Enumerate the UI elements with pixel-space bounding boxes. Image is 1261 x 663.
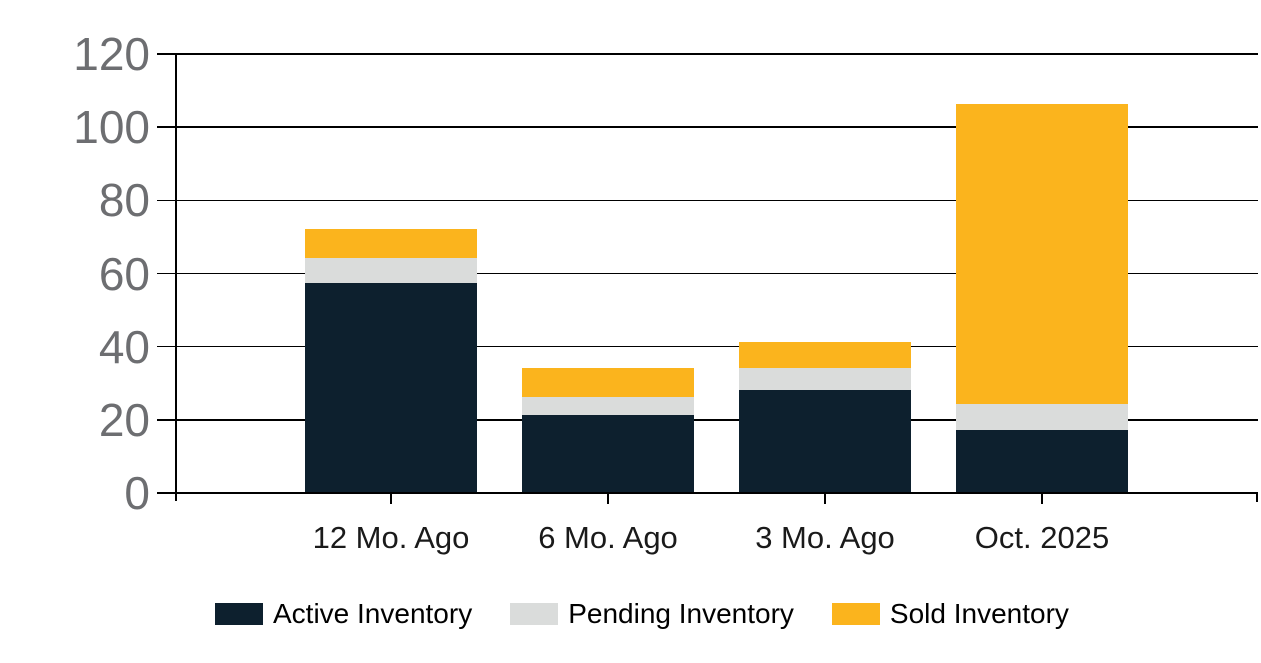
legend-swatch-icon [215,603,263,625]
x-tick-label-0: 12 Mo. Ago [312,520,470,555]
bar-segment-pending-inventory[interactable] [305,257,477,284]
gridline-y-20 [157,419,1258,421]
x-tick-label-3: Oct. 2025 [974,520,1110,555]
legend-label: Sold Inventory [889,598,1069,629]
gridline-y-80 [157,199,1258,202]
y-tick-label-80: 80 [98,174,150,227]
x-axis-tick-0 [390,493,392,504]
bar-segment-active-inventory[interactable] [305,283,477,492]
x-axis-tick-3 [1041,493,1043,504]
y-tick-label-0: 0 [124,467,150,519]
chart-legend: Active Inventory Pending Inventory Sold In… [215,598,1069,630]
bar-segment-active-inventory[interactable] [739,389,911,492]
plot-area [157,53,1258,504]
x-axis-tick-2 [824,493,826,504]
bar-segment-sold-inventory[interactable] [956,104,1128,405]
legend-item-pending-inventory: Pending Inventory [510,598,794,630]
bar-12-mo-ago[interactable] [305,228,477,492]
y-tick-label-120: 120 [73,28,150,80]
y-tick-label-100: 100 [73,101,150,154]
x-axis-end-tick [1256,493,1258,502]
bar-segment-pending-inventory[interactable] [522,396,694,416]
legend-label: Active Inventory [273,598,473,629]
bar-segment-pending-inventory[interactable] [739,367,911,390]
bar-6-mo-ago[interactable] [522,367,694,492]
y-tick-label-20: 20 [98,393,150,446]
legend-swatch-icon [510,603,559,625]
bar-segment-active-inventory[interactable] [956,429,1128,492]
bar-segment-active-inventory[interactable] [522,415,694,492]
bar-oct-2025[interactable] [956,104,1128,492]
legend-item-sold-inventory: Sold Inventory [831,598,1069,630]
legend-swatch-icon [831,603,880,625]
x-tick-label-1: 6 Mo. Ago [538,520,678,555]
bar-segment-sold-inventory[interactable] [522,367,694,397]
y-axis-line [175,54,177,501]
bar-3-mo-ago[interactable] [739,342,911,492]
x-axis-line [157,492,1258,494]
bar-segment-pending-inventory[interactable] [956,404,1128,430]
gridline-y-100 [157,126,1258,128]
y-tick-label-60: 60 [98,247,150,300]
legend-label: Pending Inventory [568,598,794,629]
x-tick-label-2: 3 Mo. Ago [755,520,895,555]
gridline-y-120 [157,53,1258,55]
gridline-y-60 [157,272,1258,275]
gridline-y-40 [157,345,1258,348]
x-axis-tick-1 [607,493,609,504]
y-tick-label-40: 40 [98,320,150,373]
bar-segment-sold-inventory[interactable] [739,342,911,368]
legend-item-active-inventory: Active Inventory [215,598,472,630]
bar-segment-sold-inventory[interactable] [305,228,477,258]
